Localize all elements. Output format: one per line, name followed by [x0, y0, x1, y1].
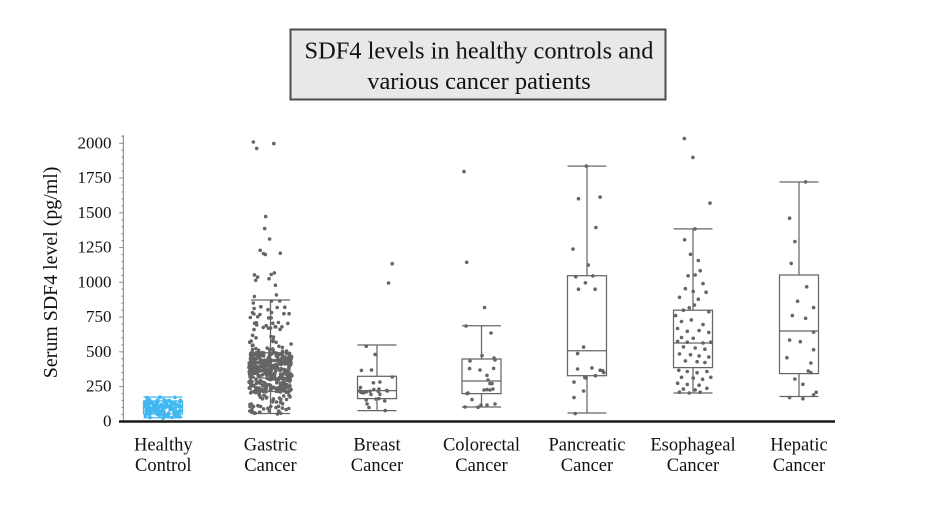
svg-text:Cancer: Cancer: [351, 456, 403, 476]
svg-text:Cancer: Cancer: [773, 456, 825, 476]
svg-text:Pancreatic: Pancreatic: [548, 436, 625, 456]
svg-text:Cancer: Cancer: [244, 456, 296, 476]
svg-text:Esophageal: Esophageal: [650, 436, 735, 456]
svg-text:Healthy: Healthy: [134, 436, 193, 456]
svg-text:1500: 1500: [78, 203, 112, 222]
svg-text:SDF4 levels in healthy control: SDF4 levels in healthy controls and: [305, 38, 654, 65]
svg-text:750: 750: [86, 307, 112, 326]
svg-text:Control: Control: [135, 456, 192, 476]
svg-text:0: 0: [103, 411, 112, 430]
svg-text:1000: 1000: [78, 272, 112, 291]
svg-text:Cancer: Cancer: [667, 456, 719, 476]
svg-text:Serum SDF4 level (pg/ml): Serum SDF4 level (pg/ml): [40, 167, 62, 379]
svg-text:500: 500: [86, 342, 112, 361]
svg-text:2000: 2000: [78, 133, 112, 152]
svg-text:1750: 1750: [78, 168, 112, 187]
svg-text:Cancer: Cancer: [455, 456, 507, 476]
svg-text:Cancer: Cancer: [561, 456, 613, 476]
svg-text:Breast: Breast: [353, 436, 401, 456]
svg-text:Gastric: Gastric: [244, 436, 297, 456]
svg-text:Hepatic: Hepatic: [770, 436, 828, 456]
svg-text:1250: 1250: [78, 238, 112, 257]
svg-text:Colorectal: Colorectal: [443, 436, 520, 456]
svg-text:250: 250: [86, 377, 112, 396]
svg-text:various cancer patients: various cancer patients: [367, 68, 590, 95]
